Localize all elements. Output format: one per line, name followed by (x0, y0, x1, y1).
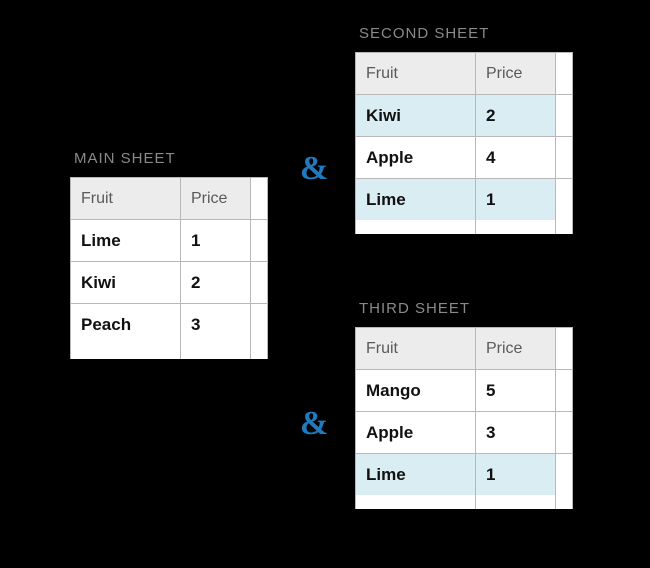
cell: Apple (355, 411, 475, 453)
header-row: Fruit Price (355, 52, 573, 94)
table-row: Kiwi 2 (70, 261, 268, 303)
cell: 1 (180, 219, 250, 261)
header-row: Fruit Price (355, 327, 573, 369)
cell: 3 (180, 303, 250, 345)
col-header: Fruit (70, 177, 180, 219)
cell: 3 (475, 411, 555, 453)
grid-tail (70, 345, 268, 359)
stub-cell (555, 94, 573, 136)
table-row: Peach 3 (70, 303, 268, 345)
cell: Kiwi (355, 94, 475, 136)
stub-cell (555, 52, 573, 94)
stub-cell (555, 369, 573, 411)
grid-tail (355, 495, 573, 509)
col-header: Price (475, 52, 555, 94)
cell: Lime (355, 453, 475, 495)
sheet-title: THIRD SHEET (359, 300, 573, 317)
col-header: Price (475, 327, 555, 369)
cell: 1 (475, 178, 555, 220)
cell: 2 (180, 261, 250, 303)
main-grid: Fruit Price Lime 1 Kiwi 2 Peach 3 (70, 177, 268, 359)
col-header: Fruit (355, 52, 475, 94)
cell: 5 (475, 369, 555, 411)
main-sheet: MAIN SHEET Fruit Price Lime 1 Kiwi 2 Pea… (70, 150, 268, 359)
col-header: Price (180, 177, 250, 219)
table-row: Lime 1 (355, 453, 573, 495)
stub-cell (555, 411, 573, 453)
stub-cell (555, 327, 573, 369)
third-grid: Fruit Price Mango 5 Apple 3 Lime 1 (355, 327, 573, 509)
cell: 4 (475, 136, 555, 178)
stub-cell (250, 177, 268, 219)
header-row: Fruit Price (70, 177, 268, 219)
table-row: Kiwi 2 (355, 94, 573, 136)
cell: Apple (355, 136, 475, 178)
stub-cell (555, 453, 573, 495)
cell: Lime (70, 219, 180, 261)
table-row: Apple 3 (355, 411, 573, 453)
second-sheet: SECOND SHEET Fruit Price Kiwi 2 Apple 4 … (355, 25, 573, 234)
stub-cell (555, 136, 573, 178)
stub-cell (250, 261, 268, 303)
col-header: Fruit (355, 327, 475, 369)
cell: Mango (355, 369, 475, 411)
ampersand-icon: & (300, 405, 328, 443)
cell: Kiwi (70, 261, 180, 303)
cell: Peach (70, 303, 180, 345)
sheet-title: SECOND SHEET (359, 25, 573, 42)
stub-cell (250, 303, 268, 345)
stub-cell (250, 219, 268, 261)
table-row: Apple 4 (355, 136, 573, 178)
stub-cell (555, 178, 573, 220)
grid-tail (355, 220, 573, 234)
sheet-title: MAIN SHEET (74, 150, 268, 167)
third-sheet: THIRD SHEET Fruit Price Mango 5 Apple 3 … (355, 300, 573, 509)
cell: Lime (355, 178, 475, 220)
table-row: Mango 5 (355, 369, 573, 411)
ampersand-icon: & (300, 150, 328, 188)
second-grid: Fruit Price Kiwi 2 Apple 4 Lime 1 (355, 52, 573, 234)
table-row: Lime 1 (355, 178, 573, 220)
cell: 2 (475, 94, 555, 136)
cell: 1 (475, 453, 555, 495)
table-row: Lime 1 (70, 219, 268, 261)
